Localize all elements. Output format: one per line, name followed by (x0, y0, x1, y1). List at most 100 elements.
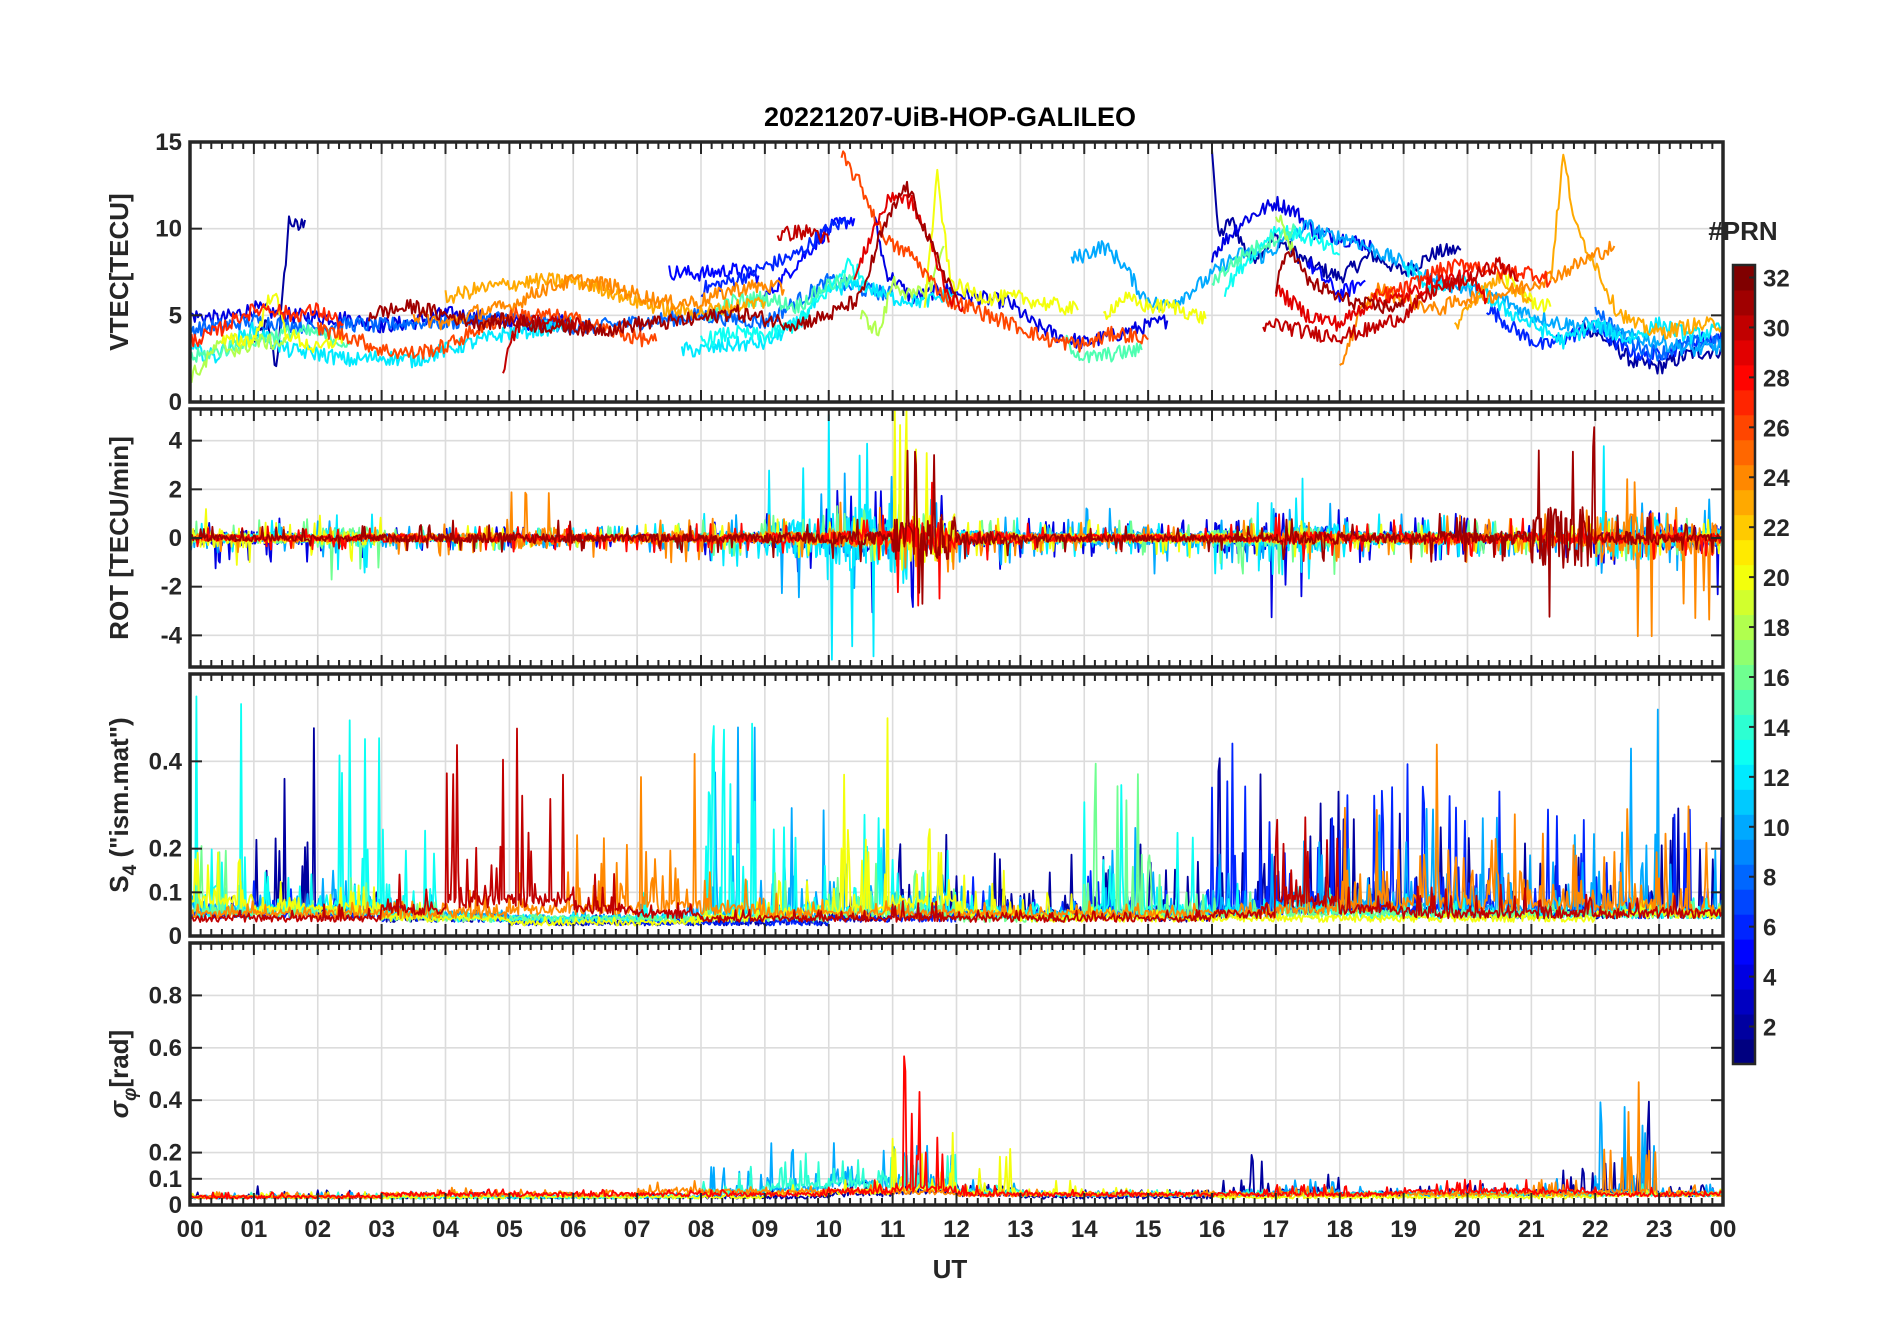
y-axis-label-vtec: VTEC[TECU] (104, 193, 134, 350)
x-tick-label: 21 (1518, 1216, 1545, 1243)
colorbar-swatch (1733, 664, 1755, 690)
colorbar-swatch (1733, 314, 1755, 341)
panel-vtec-axes: 0 5 10 15 VTEC[TECU] (104, 129, 1725, 416)
panel-vtec: 0 5 10 15 VTEC[TECU] (104, 129, 1725, 416)
panel-s4-axes: 0 0.1 0.2 0.4 S4 ("ism.mat") (104, 672, 1725, 950)
panel-sigma-frame (188, 941, 1725, 1207)
panel-sigma: 00.10.2 0.4 0.6 0.8 σφ[rad] (104, 941, 1725, 1219)
series-line-prn-29 (1274, 269, 1488, 332)
colorbar-swatch (1733, 589, 1755, 616)
colorbar-swatch (1733, 789, 1755, 815)
series-line-prn-31 (190, 426, 1723, 618)
colorbar-swatch (1733, 339, 1755, 366)
colorbar-tick-label: 16 (1763, 665, 1790, 692)
colorbar-tick-label: 18 (1763, 615, 1790, 642)
colorbar-swatch (1733, 614, 1755, 641)
colorbar-tick-label: 32 (1763, 265, 1790, 292)
colorbar-swatch (1733, 489, 1755, 516)
series-line-prn-2 (1211, 150, 1462, 284)
panel-sigma-axes: 00.10.2 0.4 0.6 0.8 σφ[rad] (104, 941, 1725, 1219)
x-tick-label: 20 (1454, 1216, 1481, 1243)
y-tick-label: 0.1 (149, 879, 182, 906)
series-line-prn-24 (190, 743, 1723, 920)
colorbar-swatch (1733, 364, 1755, 391)
colorbar-label: #PRN (1708, 216, 1777, 246)
x-tick-label: 10 (815, 1216, 842, 1243)
y-tick-label: 0.8 (149, 982, 182, 1009)
x-tick-label: 00 (177, 1216, 204, 1243)
colorbar-swatch (1733, 689, 1755, 715)
panel-vtec-series (190, 150, 1723, 384)
colorbar-swatch (1733, 639, 1755, 665)
series-line-prn-2 (1581, 320, 1723, 375)
colorbar-tick-label: 30 (1763, 315, 1790, 342)
colorbar-swatch (1733, 864, 1755, 890)
series-line-prn-30 (1262, 256, 1519, 345)
colorbar-swatch (1733, 714, 1755, 740)
series-line-prn-26 (840, 150, 1149, 353)
colorbar-swatch (1733, 289, 1755, 316)
y-tick-label: 10 (155, 216, 182, 243)
series-line-prn-15 (1211, 223, 1296, 286)
colorbar-swatch (1733, 439, 1755, 466)
colorbar-swatch (1733, 464, 1755, 491)
series-line-prn-20 (1498, 270, 1552, 313)
series-line-prn-15 (700, 273, 856, 322)
series-line-prn-27 (1370, 258, 1552, 302)
series-line-prn-6 (700, 217, 849, 298)
series-line-prn-20 (190, 717, 1723, 927)
y-tick-label: 5 (169, 302, 182, 329)
panel-rot-frame (188, 407, 1725, 669)
colorbar-tick-label: 6 (1763, 915, 1776, 942)
colorbar-tick-label: 4 (1763, 965, 1777, 992)
x-tick-label: 02 (304, 1216, 331, 1243)
x-tick-label: 03 (368, 1216, 395, 1243)
y-axis-label-rot: ROT [TECU/min] (104, 436, 134, 640)
colorbar-swatch (1733, 414, 1755, 441)
x-tick-label: 23 (1646, 1216, 1673, 1243)
series-line-prn-5 (1306, 258, 1366, 303)
series-line-prn-18 (859, 245, 945, 337)
y-tick-label: -4 (161, 622, 183, 649)
series-line-prn-23 (444, 272, 766, 320)
x-axis-label: UT (933, 1254, 968, 1284)
series-line-prn-6 (1486, 304, 1723, 365)
colorbar-tick-label: 22 (1763, 515, 1790, 542)
panel-s4-series (190, 695, 1723, 927)
colorbar-swatch (1733, 939, 1755, 965)
series-line-prn-5 (668, 262, 760, 284)
y-tick-label: 0 (169, 525, 182, 552)
series-line-prn-18 (190, 333, 287, 384)
colorbar-tick-label: 8 (1763, 865, 1776, 892)
y-tick-label: 0.1 (149, 1166, 182, 1193)
colorbar-swatch (1733, 964, 1755, 990)
series-line-prn-20 (1102, 291, 1207, 325)
x-tick-label: 16 (1199, 1216, 1226, 1243)
series-line-prn-24 (412, 273, 785, 331)
x-tick-label: 05 (496, 1216, 523, 1243)
colorbar-swatch (1733, 989, 1755, 1015)
x-tick-labels: 00 01 02 03 04 05 06 07 08 09 10 11 12 13 14 15 16 17 18 19… (177, 1216, 1737, 1243)
series-line-prn-30 (776, 224, 830, 244)
panel-vtec-frame (188, 140, 1725, 404)
x-tick-label: 01 (241, 1216, 268, 1243)
x-tick-label: 04 (432, 1216, 459, 1243)
colorbar-swatch (1733, 814, 1755, 840)
x-tick-label: 06 (560, 1216, 587, 1243)
y-tick-label: 0.6 (149, 1035, 182, 1062)
series-line-prn-20 (923, 168, 1079, 316)
series-line-prn-27 (190, 302, 344, 348)
series-line-prn-31 (367, 180, 958, 337)
x-tick-label: 00 (1710, 1216, 1737, 1243)
y-axis-label-s4: S4 ("ism.mat") (104, 717, 141, 892)
colorbar-swatch (1733, 739, 1755, 765)
series-line-prn-20 (220, 292, 345, 354)
series-line-prn-10 (1070, 219, 1723, 357)
series-line-prn-24 (1339, 240, 1616, 367)
series-line-prn-4 (1211, 195, 1373, 263)
x-tick-label: 15 (1135, 1216, 1162, 1243)
colorbar-tick-label: 24 (1763, 465, 1790, 492)
y-tick-label: 15 (155, 129, 182, 156)
